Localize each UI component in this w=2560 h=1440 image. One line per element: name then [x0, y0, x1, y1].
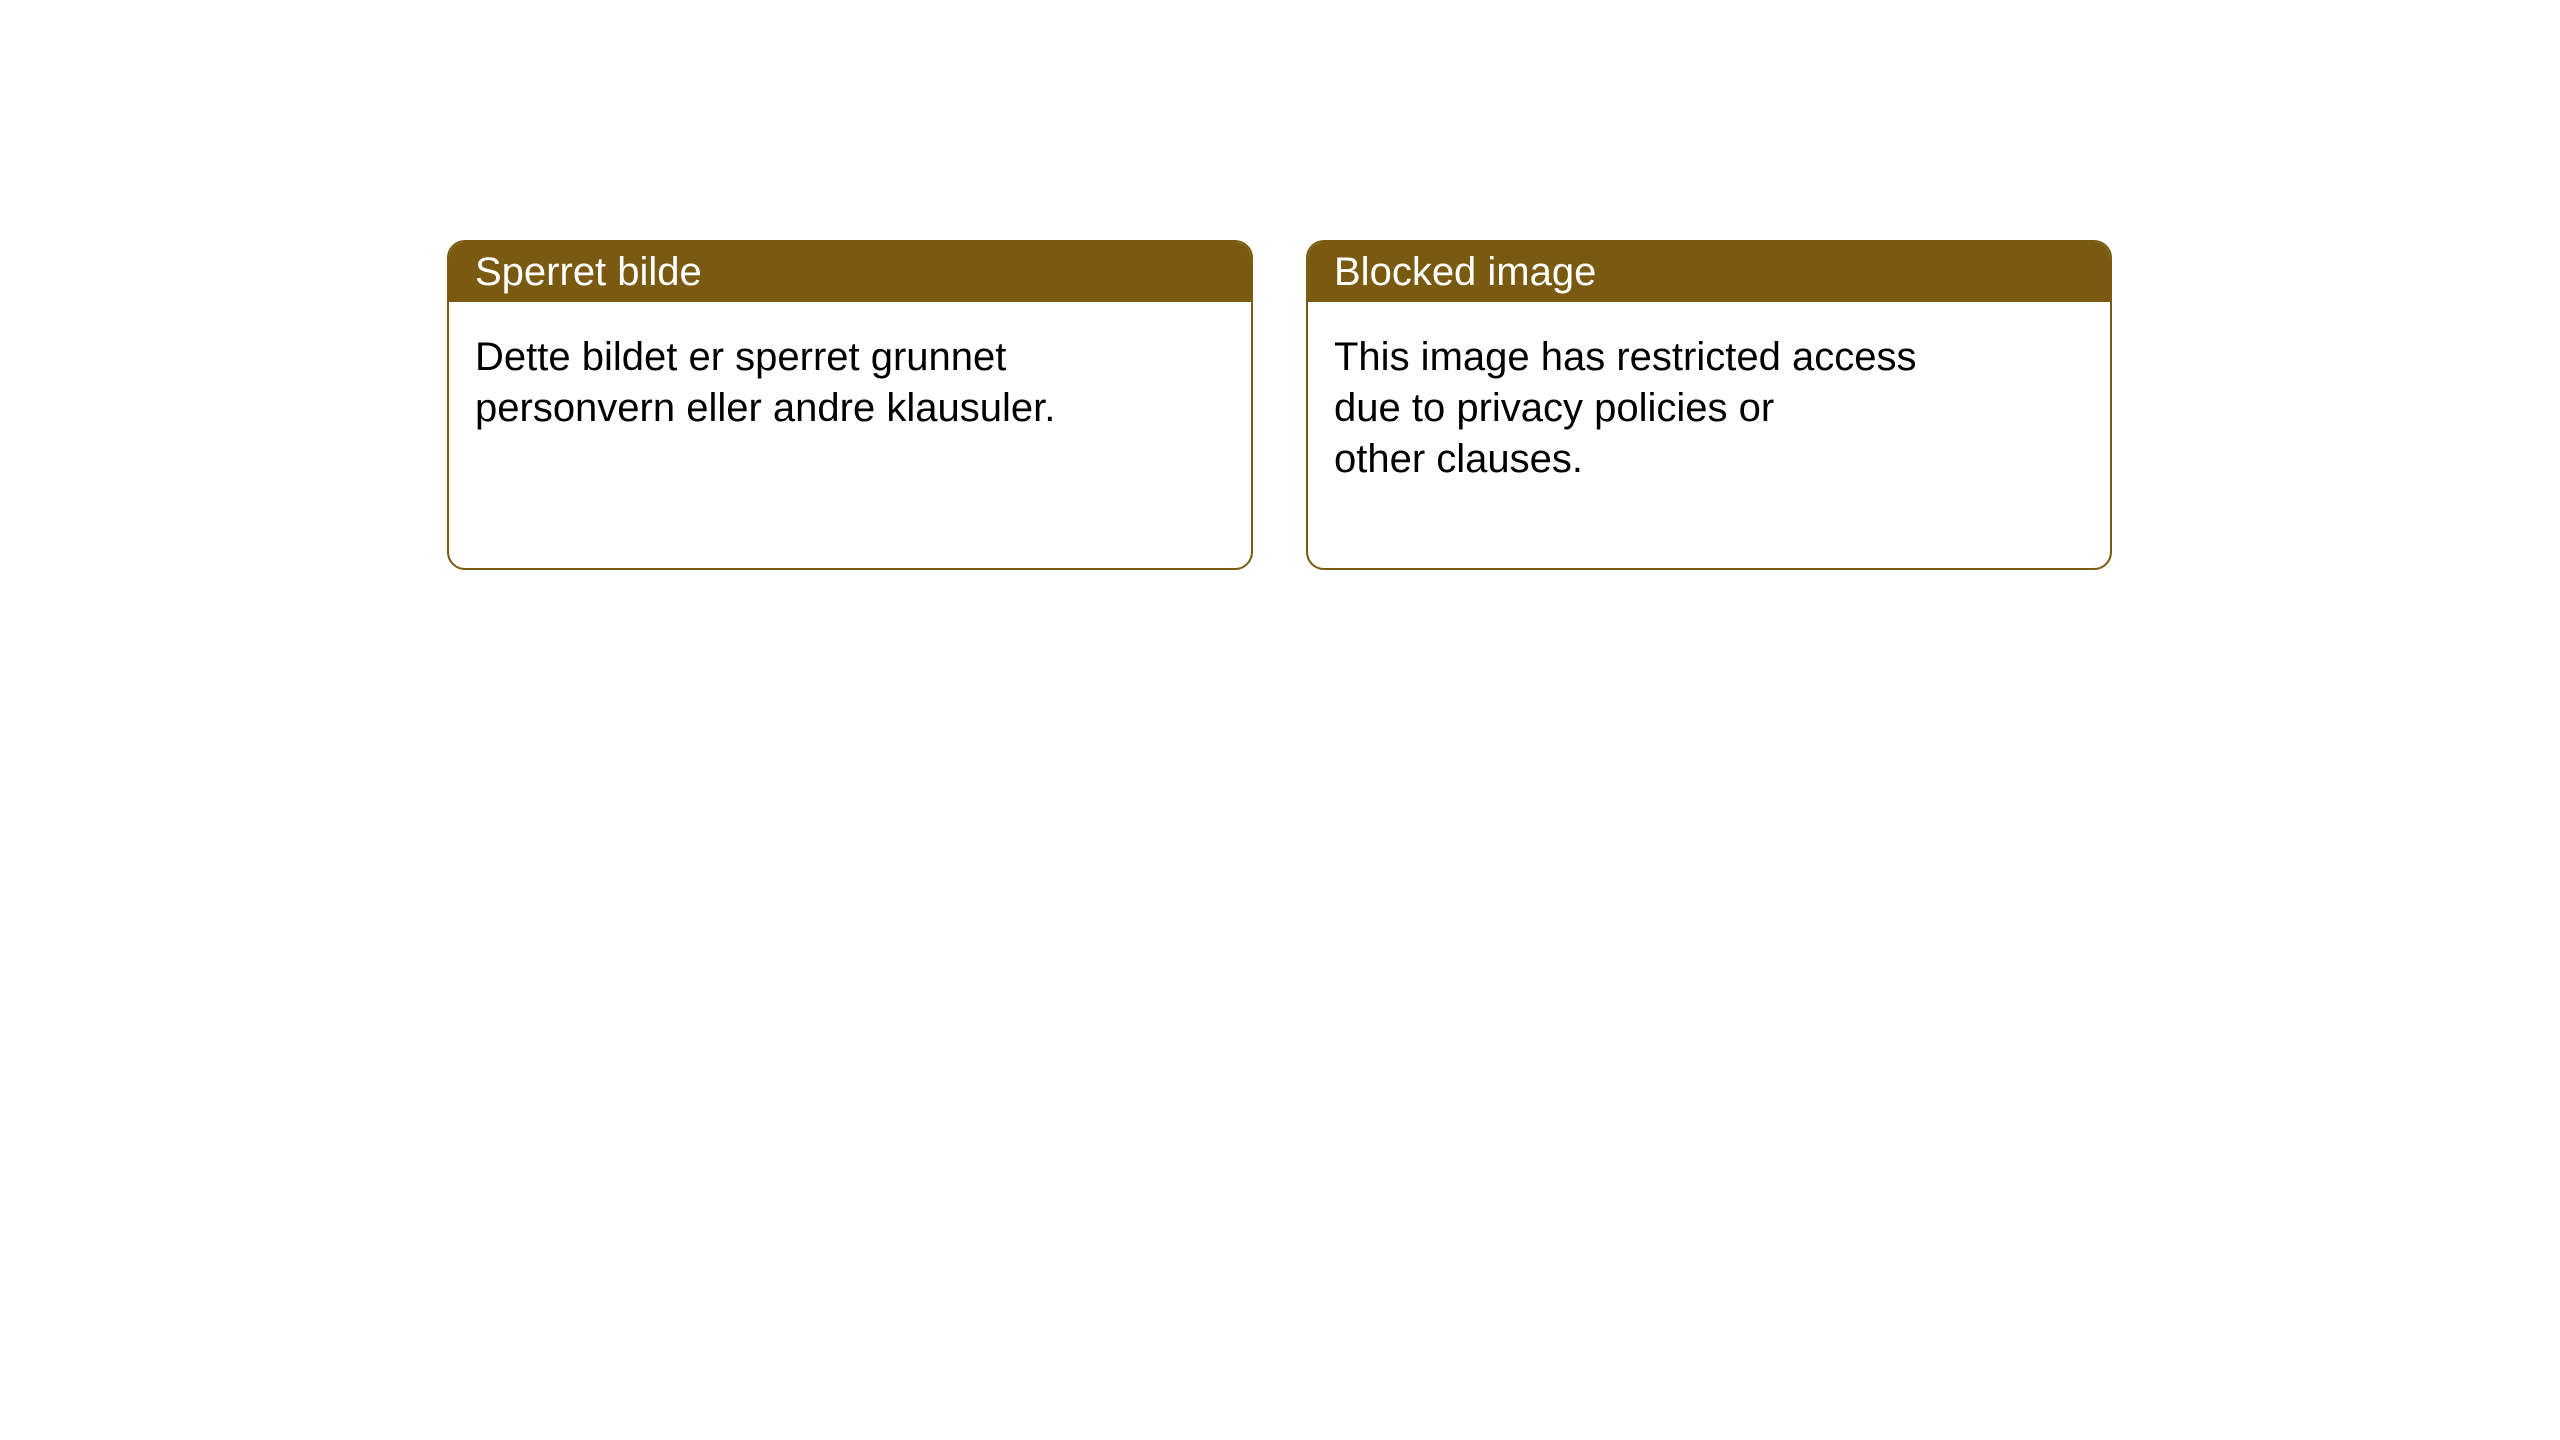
panel-header: Sperret bilde — [449, 242, 1251, 302]
panel-body-text: Dette bildet er sperret grunnet personve… — [449, 302, 1149, 464]
notice-panels-row: Sperret bilde Dette bildet er sperret gr… — [0, 0, 2560, 570]
panel-body-text: This image has restricted access due to … — [1308, 302, 2008, 516]
blocked-image-panel-no: Sperret bilde Dette bildet er sperret gr… — [447, 240, 1253, 570]
panel-title: Sperret bilde — [475, 250, 702, 295]
panel-header: Blocked image — [1308, 242, 2110, 302]
blocked-image-panel-en: Blocked image This image has restricted … — [1306, 240, 2112, 570]
panel-title: Blocked image — [1334, 250, 1596, 295]
